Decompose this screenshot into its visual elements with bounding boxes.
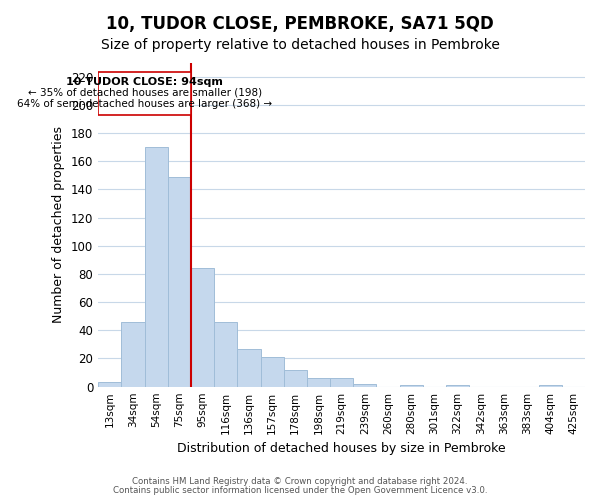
Text: ← 35% of detached houses are smaller (198): ← 35% of detached houses are smaller (19… [28,88,262,98]
Text: Contains public sector information licensed under the Open Government Licence v3: Contains public sector information licen… [113,486,487,495]
Bar [145,147,168,386]
Bar [168,176,191,386]
Text: 10 TUDOR CLOSE: 94sqm: 10 TUDOR CLOSE: 94sqm [66,76,223,86]
Bar [260,357,284,386]
Y-axis label: Number of detached properties: Number of detached properties [52,126,65,323]
Bar [191,268,214,386]
Bar [330,378,353,386]
Text: 64% of semi-detached houses are larger (368) →: 64% of semi-detached houses are larger (… [17,99,272,109]
Text: Size of property relative to detached houses in Pembroke: Size of property relative to detached ho… [101,38,499,52]
Text: 10, TUDOR CLOSE, PEMBROKE, SA71 5QD: 10, TUDOR CLOSE, PEMBROKE, SA71 5QD [106,15,494,33]
Bar [214,322,238,386]
Bar [353,384,376,386]
Bar [284,370,307,386]
Bar [238,348,260,387]
Bar [307,378,330,386]
Bar [121,322,145,386]
FancyBboxPatch shape [98,72,191,114]
Text: Contains HM Land Registry data © Crown copyright and database right 2024.: Contains HM Land Registry data © Crown c… [132,477,468,486]
Bar [98,382,121,386]
X-axis label: Distribution of detached houses by size in Pembroke: Distribution of detached houses by size … [178,442,506,455]
